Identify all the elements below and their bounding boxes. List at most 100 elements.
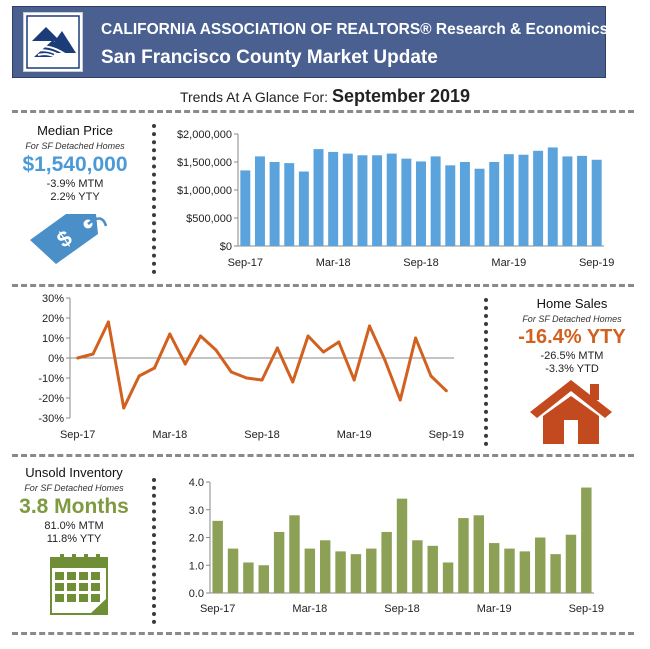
bar [533, 150, 544, 246]
calendar-icon [50, 554, 108, 615]
home-sales-subtitle: For SF Detached Homes [522, 314, 622, 324]
bar [459, 162, 470, 246]
price-tag-icon: $ [30, 214, 108, 264]
median-price-subtitle: For SF Detached Homes [25, 141, 125, 151]
bar [289, 515, 300, 593]
bar [504, 548, 515, 593]
bar [581, 487, 592, 593]
bar [273, 531, 285, 593]
header-organization: CALIFORNIA ASSOCIATION OF REALTORS® Rese… [101, 21, 609, 38]
y-tick-label: 10% [42, 333, 64, 345]
y-tick-label: $0 [220, 241, 232, 253]
glance-period: September 2019 [331, 86, 471, 106]
series-line [77, 320, 448, 410]
home-sales-chart: -30% -20% -10% 0% 10% 20% 30% Sep-17 Mar-18 Sep-1… [38, 293, 464, 441]
x-tick-label: Sep-17 [60, 429, 95, 441]
glance-line: Trends At A Glance For: September 2019 [0, 86, 650, 107]
y-tick-label: 30% [42, 293, 64, 305]
median-price-value: $1,540,000 [22, 153, 128, 176]
x-tick-label: Mar-18 [152, 429, 187, 441]
bar [577, 155, 588, 246]
y-tick-label: 2.0 [189, 533, 204, 545]
y-tick-label: -30% [38, 413, 64, 425]
data-point [398, 398, 402, 402]
data-point [152, 366, 156, 370]
glance-prefix: Trends At A Glance For: [179, 89, 329, 105]
data-point [275, 346, 279, 350]
bar [396, 498, 408, 593]
data-point [306, 334, 310, 338]
bar [519, 551, 531, 593]
panel-divider [484, 298, 488, 446]
data-point [291, 380, 295, 384]
unsold-inventory-chart: 0.0 1.0 2.0 3.0 4.0 Sep-17 Mar-18 Sep-18 Mar-19 S… [189, 477, 604, 615]
data-point [168, 332, 172, 336]
data-point [137, 374, 141, 378]
bar [366, 548, 377, 593]
bar [342, 153, 353, 246]
bar [565, 534, 577, 593]
x-tick-label: Sep-18 [403, 257, 438, 269]
bar [503, 154, 514, 246]
y-tick-label: 0.0 [189, 588, 204, 600]
section-divider [12, 110, 634, 113]
bar [284, 163, 295, 246]
data-point [321, 350, 325, 354]
data-point [245, 376, 249, 380]
data-point [76, 356, 80, 360]
bar [445, 165, 456, 246]
bar [357, 155, 368, 246]
data-point [106, 320, 110, 324]
data-point [352, 378, 356, 382]
median-price-title: Median Price [37, 123, 113, 138]
bar [416, 161, 426, 246]
section-divider [12, 632, 634, 635]
x-tick-label: Mar-18 [316, 257, 351, 269]
home-sales-ytd: -3.3% YTD [545, 363, 599, 375]
unsold-inventory-value: 3.8 Months [19, 495, 129, 518]
bar [227, 548, 239, 593]
x-tick-label: Sep-19 [429, 429, 464, 441]
y-tick-label: $1,500,000 [177, 157, 232, 169]
bar [254, 156, 265, 246]
y-tick-label: $1,000,000 [177, 185, 232, 197]
bar [550, 554, 561, 593]
data-point [214, 348, 218, 352]
median-price-yty: 2.2% YTY [50, 191, 100, 203]
data-point [122, 406, 126, 410]
home-sales-title: Home Sales [536, 296, 608, 311]
y-tick-label: 20% [42, 313, 64, 325]
median-price-panel: Median Price For SF Detached Homes $1,54… [10, 123, 140, 203]
bar [328, 151, 339, 246]
x-tick-label: Mar-19 [491, 257, 526, 269]
x-tick-label: Sep-18 [244, 429, 279, 441]
home-sales-value: -16.4% YTY [518, 326, 626, 348]
unsold-inventory-subtitle: For SF Detached Homes [24, 483, 124, 493]
bar [243, 562, 254, 593]
bar [304, 548, 316, 593]
y-tick-label: -10% [38, 373, 64, 385]
bar [313, 149, 324, 246]
header-banner: CALIFORNIA ASSOCIATION OF REALTORS® Rese… [12, 6, 609, 78]
bar [401, 158, 412, 246]
x-tick-label: Sep-19 [579, 257, 614, 269]
bar [518, 154, 529, 246]
bar [442, 562, 454, 593]
bar [562, 156, 573, 246]
median-price-mtm: -3.9% MTM [46, 178, 104, 190]
bar [474, 168, 485, 246]
bar [535, 537, 546, 593]
y-tick-label: -20% [38, 393, 64, 405]
bar [489, 162, 500, 246]
bar [298, 171, 309, 246]
bar [473, 515, 485, 593]
bar [350, 554, 362, 593]
y-tick-label: 1.0 [189, 560, 204, 572]
bar [335, 551, 346, 593]
data-point [429, 374, 433, 378]
header-title: San Francisco County Market Update [101, 47, 438, 68]
data-point [183, 362, 187, 366]
bar [381, 531, 392, 593]
x-tick-label: Mar-18 [292, 603, 327, 615]
x-tick-label: Sep-17 [200, 603, 235, 615]
